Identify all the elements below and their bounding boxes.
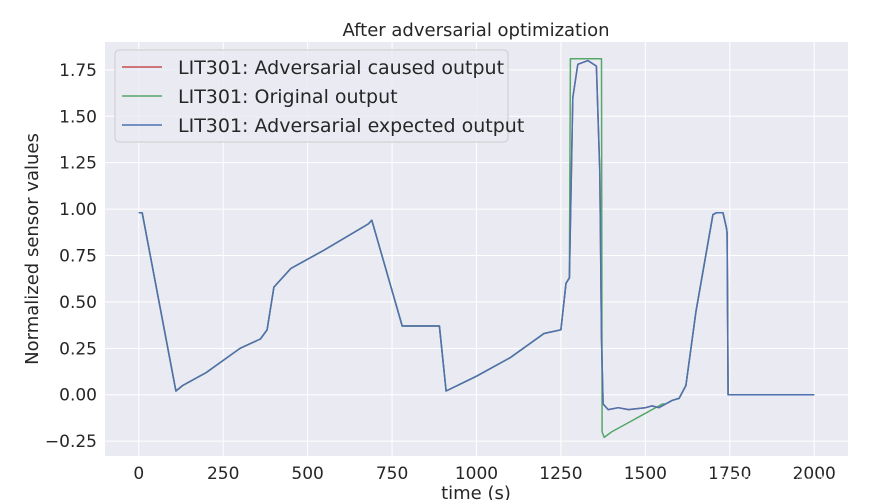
x-tick-label: 1500 (624, 464, 667, 484)
x-tick-label: 500 (291, 464, 323, 484)
chart-title: After adversarial optimization (342, 20, 609, 41)
y-tick-label: 0.50 (59, 293, 97, 313)
legend-label-adversarial-expected: LIT301: Adversarial expected output (178, 115, 524, 137)
x-tick-label: 1000 (455, 464, 498, 484)
x-tick-label: 0 (133, 464, 144, 484)
series-lines (138, 57, 815, 439)
x-tick-label: 1750 (708, 464, 751, 484)
y-tick-label: −0.25 (45, 432, 97, 452)
y-tick-label: 1.25 (59, 154, 97, 174)
x-tick-label: 750 (376, 464, 408, 484)
y-tick-label: 0.75 (59, 246, 97, 266)
y-tick-label: 1.00 (59, 200, 97, 220)
x-tick-label: 250 (207, 464, 239, 484)
y-tick-label: 1.75 (59, 61, 97, 81)
legend-label-original: LIT301: Original output (178, 86, 398, 108)
x-axis-label: time (s) (441, 483, 511, 500)
x-tick-labels: 0 250 500 750 1000 1250 1500 1750 2000 (133, 464, 836, 484)
y-tick-labels: −0.25 0.00 0.25 0.50 0.75 1.00 1.25 1.50 1.75 (45, 61, 97, 452)
watermark: CSDN @jiangdie666 (715, 473, 866, 491)
y-axis-label: Normalized sensor values (22, 133, 43, 365)
legend-label-adversarial-caused: LIT301: Adversarial caused output (178, 57, 504, 79)
legend-box (114, 49, 509, 143)
legend: LIT301: Adversarial caused output LIT301… (114, 49, 524, 143)
y-tick-label: 1.50 (59, 107, 97, 127)
y-tick-label: 0.00 (59, 386, 97, 406)
x-tick-label: 2000 (793, 464, 836, 484)
y-tick-label: 0.25 (59, 339, 97, 359)
x-tick-label: 1250 (539, 464, 582, 484)
series-line-2 (138, 59, 815, 411)
